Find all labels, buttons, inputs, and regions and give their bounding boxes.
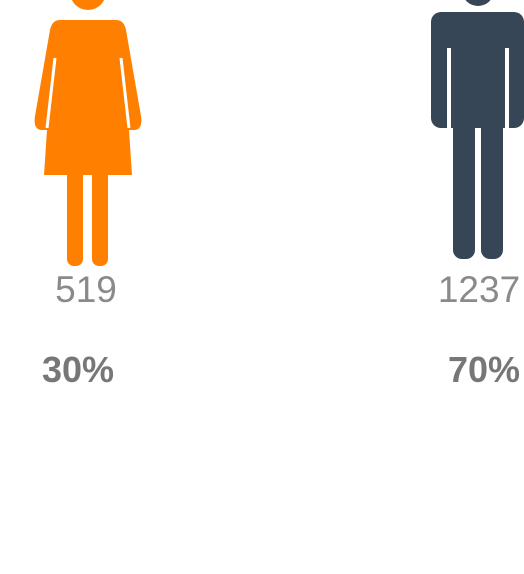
male-percent: 70% — [448, 349, 520, 390]
male-count: 1237 — [438, 269, 520, 310]
male-icon — [431, 0, 524, 260]
female-count: 519 — [55, 269, 117, 310]
female-percent: 30% — [42, 349, 114, 390]
female-icon — [34, 0, 142, 266]
